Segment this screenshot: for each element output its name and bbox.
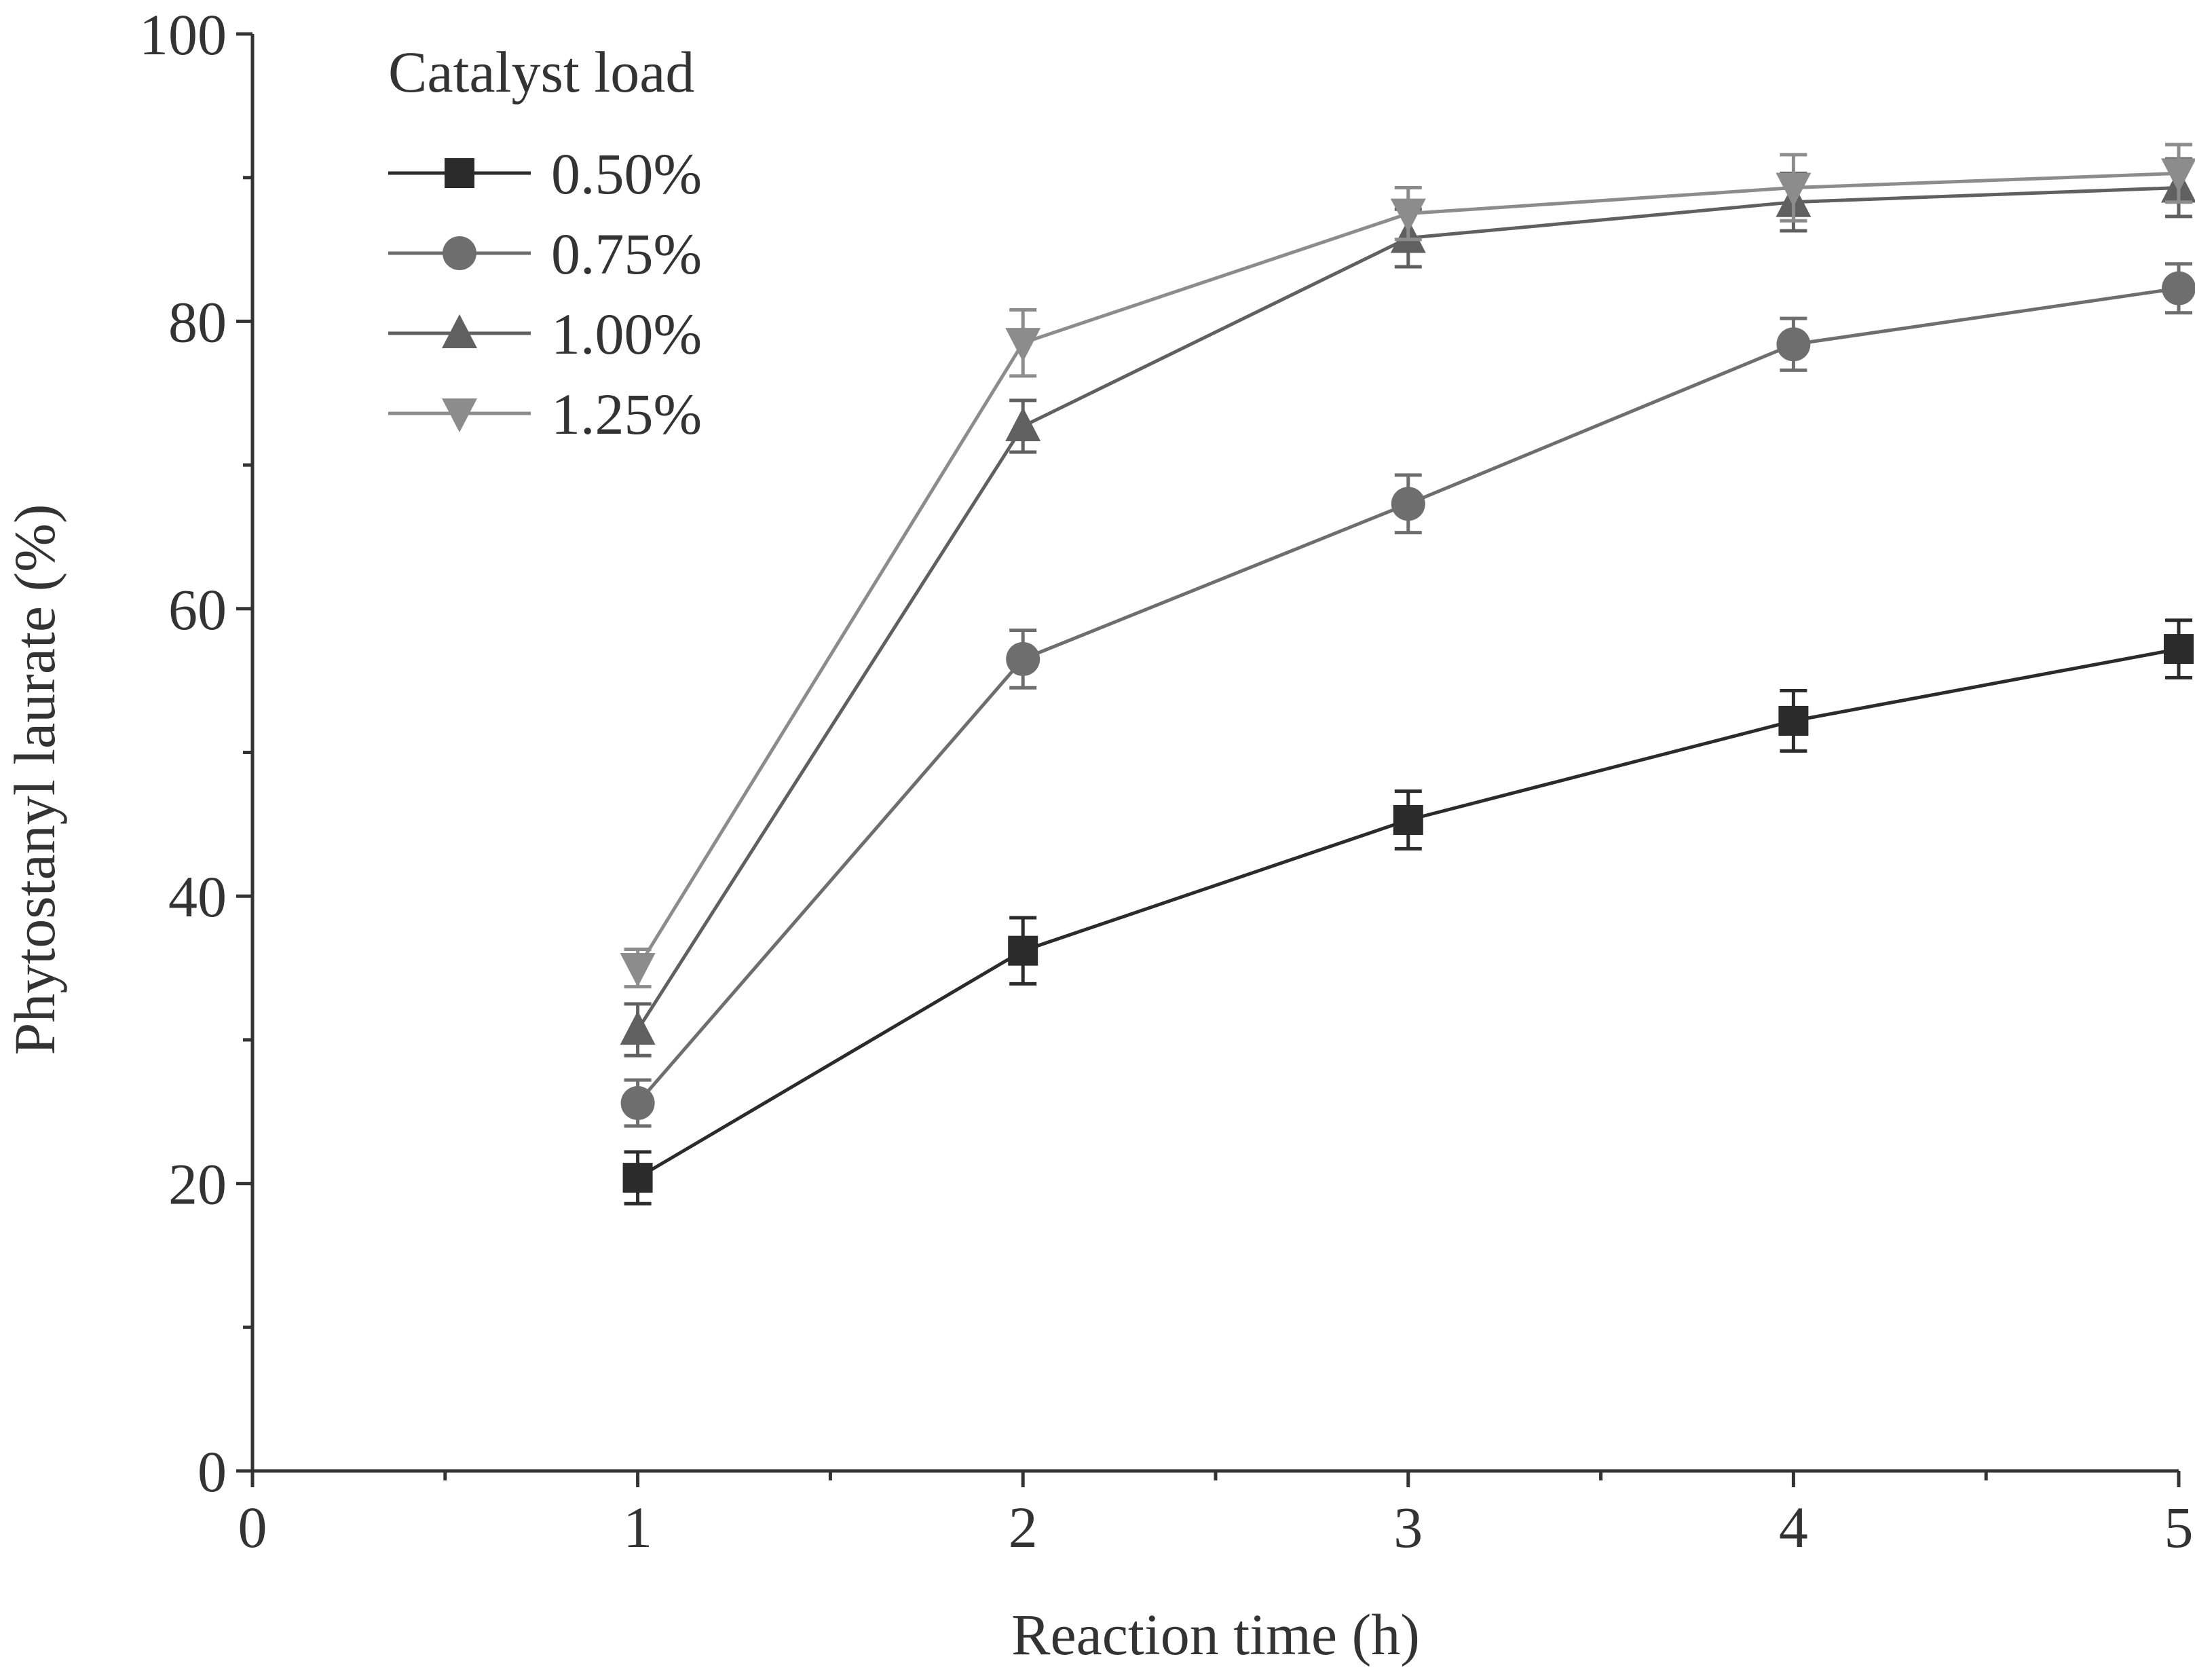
data-point (1778, 705, 1809, 736)
data-point (1391, 487, 1425, 521)
series-line (636, 186, 2179, 1031)
legend-marker (443, 236, 476, 270)
x-tick-label: 4 (1779, 1495, 1808, 1560)
y-tick-label: 60 (168, 577, 227, 642)
legend: Catalyst load 0.50% 0.75% 1.00% 1.25% (388, 39, 702, 447)
y-tick-label: 0 (198, 1439, 227, 1504)
data-point (1008, 935, 1038, 966)
series-1.00% (620, 157, 2195, 1058)
series-1.25% (620, 143, 2195, 989)
data-point (1005, 407, 1041, 441)
y-tick-label: 100 (139, 2, 227, 67)
data-point (620, 1086, 655, 1121)
data-point (2162, 271, 2195, 305)
y-tick-label: 80 (168, 289, 227, 354)
legend-marker (445, 158, 474, 188)
data-point (1390, 198, 1426, 233)
data-point (622, 1163, 653, 1193)
x-tick-label: 1 (623, 1495, 652, 1560)
legend-marker (442, 398, 477, 432)
data-point (620, 953, 656, 988)
y-tick-label: 20 (168, 1152, 227, 1217)
data-point (2164, 634, 2194, 665)
series-0.75% (620, 262, 2195, 1128)
data-point (1006, 641, 1040, 676)
x-tick-label: 3 (1393, 1495, 1423, 1560)
legend-title: Catalyst load (388, 39, 694, 105)
x-tick-label: 5 (2164, 1495, 2194, 1560)
data-point (1005, 328, 1041, 362)
series-layer (620, 143, 2195, 1206)
data-point (2161, 158, 2195, 193)
data-point (1393, 804, 1423, 835)
x-tick-label: 2 (1009, 1495, 1038, 1560)
data-point (1776, 327, 1811, 362)
series-0.50% (622, 618, 2194, 1206)
legend-label: 0.50% (551, 141, 702, 206)
data-point (620, 1011, 656, 1045)
legend-marker (442, 314, 477, 348)
series-line (636, 286, 2179, 1104)
x-axis-title: Reaction time (h) (1011, 1602, 1420, 1667)
legend-label: 1.00% (551, 301, 702, 367)
x-tick-label: 0 (238, 1495, 267, 1560)
legend-label: 1.25% (551, 381, 702, 447)
y-axis-title: Phytostanyl laurate (%) (2, 504, 67, 1055)
y-tick-label: 40 (168, 864, 227, 929)
legend-label: 0.75% (551, 221, 702, 286)
series-line (637, 647, 2179, 1180)
data-point (1776, 172, 1812, 207)
